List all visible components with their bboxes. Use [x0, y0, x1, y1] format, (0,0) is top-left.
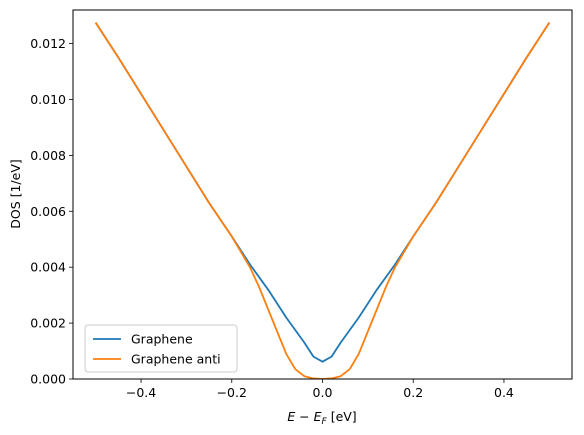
plot-frame: [72, 9, 573, 380]
y-tick-label: 0.012: [30, 36, 66, 51]
x-tick-label: 0.4: [494, 385, 514, 400]
x-axis-label: E − EF [eV]: [287, 409, 356, 427]
y-tick-label: 0.002: [30, 316, 66, 331]
x-tick-label: −0.4: [126, 385, 156, 400]
y-axis-label: DOS [1/eV]: [8, 159, 23, 229]
legend-frame: [84, 324, 238, 373]
legend-label-graphene: Graphene: [131, 332, 193, 347]
legend: Graphene Graphene anti: [84, 324, 238, 373]
x-tick-label: 0.0: [313, 385, 333, 400]
y-tick-label: 0.008: [30, 148, 66, 163]
y-tick-label: 0.010: [30, 92, 66, 107]
y-axis-ticks: 0.000 0.002 0.004 0.006 0.008 0.010 0.012: [30, 36, 73, 387]
x-axis-ticks: −0.4 −0.2 0.0 0.2 0.4: [126, 379, 514, 400]
series-line-graphene: [94, 22, 551, 363]
y-tick-label: 0.000: [30, 372, 66, 387]
y-tick-label: 0.004: [30, 260, 66, 275]
y-tick-label: 0.006: [30, 204, 66, 219]
x-tick-label: 0.2: [403, 385, 423, 400]
plot-area: [72, 9, 573, 380]
series-line-graphene-anti: [94, 22, 551, 379]
legend-label-graphene-anti: Graphene anti: [131, 352, 221, 367]
x-tick-label: −0.2: [217, 385, 247, 400]
